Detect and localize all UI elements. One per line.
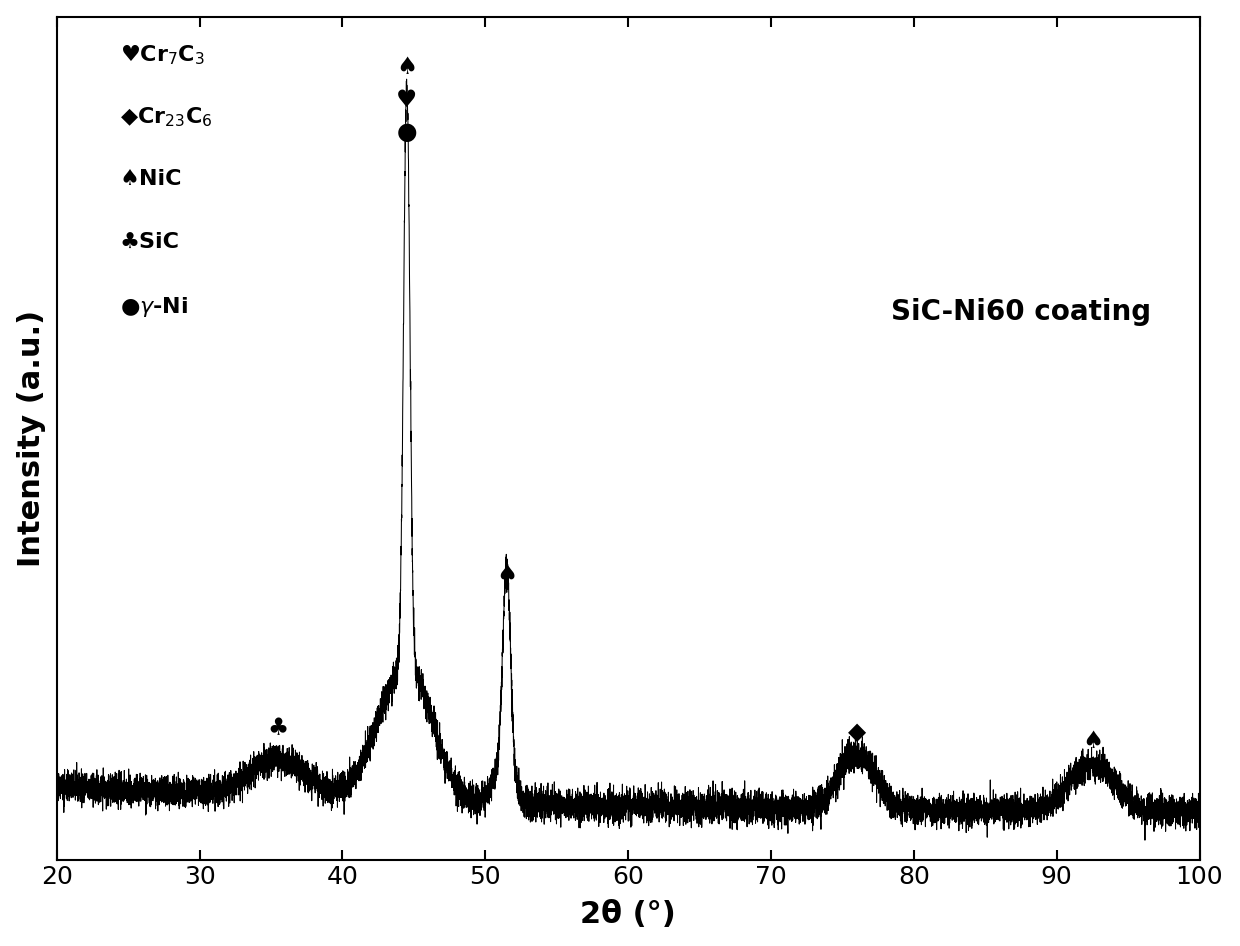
Text: ♠: ♠ [1081,729,1102,753]
Text: ♠NiC: ♠NiC [119,168,182,188]
Text: ♣SiC: ♣SiC [119,232,180,252]
X-axis label: 2θ (°): 2θ (°) [580,901,676,929]
Y-axis label: Intensity (a.u.): Intensity (a.u.) [16,310,46,567]
Text: ♥: ♥ [397,88,418,112]
Text: ◆: ◆ [848,721,866,745]
Text: ●$\gamma$-Ni: ●$\gamma$-Ni [119,295,187,319]
Text: ◆Cr$_{23}$C$_6$: ◆Cr$_{23}$C$_6$ [119,105,212,129]
Text: ♠: ♠ [397,56,418,79]
Text: ●: ● [397,120,417,144]
Text: ♠: ♠ [496,563,517,587]
Text: ♥Cr$_7$C$_3$: ♥Cr$_7$C$_3$ [119,42,205,66]
Text: SiC-Ni60 coating: SiC-Ni60 coating [892,298,1151,326]
Text: ♣: ♣ [268,716,289,741]
